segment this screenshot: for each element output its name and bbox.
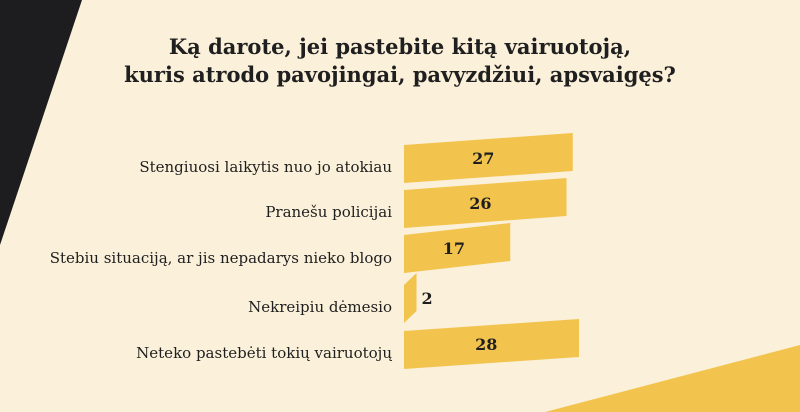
bar-value-label: 2 bbox=[422, 289, 433, 308]
chart-title-line-1: Ką darote, jei pastebite kitą vairuotoją… bbox=[168, 34, 632, 59]
bar-value-label: 26 bbox=[469, 194, 491, 213]
bar-2 bbox=[404, 223, 511, 273]
chart-title-line-2: kuris atrodo pavojingai, pavyzdžiui, aps… bbox=[124, 62, 676, 87]
bar-value-label: 27 bbox=[472, 149, 494, 168]
category-label: Nekreipiu dėmesio bbox=[248, 298, 392, 316]
bar-3 bbox=[404, 273, 417, 323]
category-label: Pranešu policijai bbox=[265, 203, 392, 221]
bar-value-label: 17 bbox=[443, 239, 465, 258]
category-label: Stebiu situaciją, ar jis nepadarys nieko… bbox=[49, 249, 392, 267]
bar-0 bbox=[404, 133, 573, 183]
yellow-corner-decoration bbox=[545, 345, 800, 412]
bar-4 bbox=[404, 319, 579, 369]
dark-corner-decoration bbox=[0, 0, 82, 245]
bar-1 bbox=[404, 178, 567, 228]
bars-group: 27 26 17 2 28 bbox=[404, 133, 579, 369]
category-label: Neteko pastebėti tokių vairuotojų bbox=[136, 344, 392, 362]
bar-value-label: 28 bbox=[475, 335, 497, 354]
category-label: Stengiuosi laikytis nuo jo atokiau bbox=[139, 158, 392, 176]
